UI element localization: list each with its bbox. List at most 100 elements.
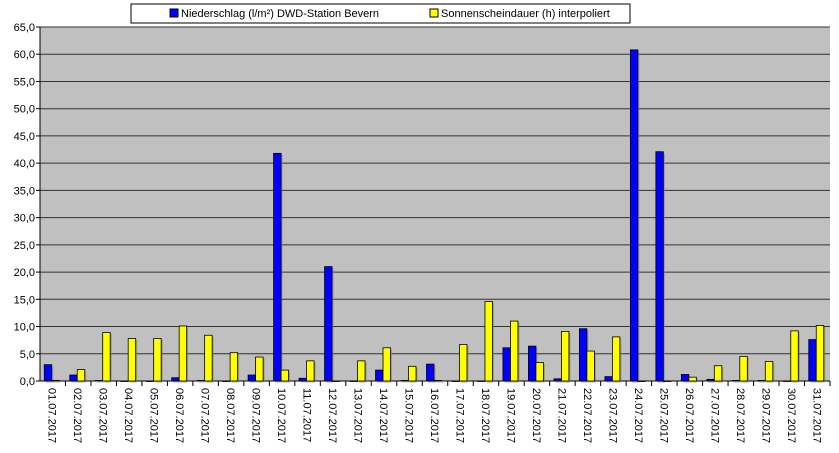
y-tick-label: 30,0: [14, 213, 35, 225]
x-tick-label: 18.07.2017: [479, 388, 491, 443]
bar-niederschlag-23.07.2017: [604, 376, 613, 382]
bar-sonnenschein-11.07.2017: [306, 360, 315, 382]
bar-shadow: [435, 381, 443, 383]
x-tick-label: 30.07.2017: [785, 388, 797, 443]
y-tick-label: 60,0: [14, 49, 35, 61]
bar-niederschlag-30.07.2017: [782, 380, 792, 382]
bar-niederschlag-08.07.2017: [222, 380, 231, 382]
x-tick-label: 03.07.2017: [97, 388, 109, 443]
x-tick-label: 11.07.2017: [301, 388, 313, 442]
x-tick-label: 24.07.2017: [632, 388, 644, 443]
bar-niederschlag-27.07.2017: [706, 378, 715, 382]
x-tick-label: 01.07.2017: [46, 388, 58, 443]
bar-niederschlag-18.07.2017: [477, 380, 486, 382]
x-tick-label: 06.07.2017: [173, 388, 185, 443]
bar-niederschlag-05.07.2017: [145, 380, 155, 382]
bar-sonnenschein-15.07.2017: [408, 365, 417, 382]
legend: Niederschlag (l/m²) DWD-Station Bevern S…: [130, 3, 631, 24]
y-tick-label: 45,0: [14, 131, 35, 143]
bar-shadow: [708, 380, 716, 383]
y-tick-label: 50,0: [14, 104, 35, 116]
bar-sonnenschein-27.07.2017: [713, 365, 723, 382]
bar-niederschlag-20.07.2017: [528, 345, 537, 382]
bar-niederschlag-07.07.2017: [196, 380, 206, 382]
bar-shadow: [402, 381, 411, 383]
bar-niederschlag-02.07.2017: [69, 374, 78, 382]
x-tick-label: 31.07.2017: [810, 388, 822, 443]
bar-niederschlag-04.07.2017: [120, 380, 129, 382]
bar-shadow: [759, 381, 767, 383]
bar-shadow: [53, 381, 61, 383]
x-tick-label: 26.07.2017: [683, 388, 695, 443]
bar-niederschlag-29.07.2017: [757, 380, 766, 382]
bar-niederschlag-16.07.2017: [426, 363, 435, 382]
bar-niederschlag-11.07.2017: [298, 377, 307, 382]
x-tick-label: 25.07.2017: [657, 388, 669, 443]
bar-shadow: [198, 381, 207, 383]
bar-sonnenschein-16.07.2017: [433, 380, 442, 382]
bar-niederschlag-03.07.2017: [94, 380, 104, 382]
bar-sonnenschein-17.07.2017: [459, 344, 468, 382]
bar-sonnenschein-31.07.2017: [815, 325, 825, 382]
bar-niederschlag-24.07.2017: [629, 49, 639, 382]
bar-niederschlag-06.07.2017: [171, 377, 180, 382]
bar-sonnenschein-01.07.2017: [51, 380, 60, 382]
bar-niederschlag-10.07.2017: [273, 152, 282, 382]
x-tick-label: 10.07.2017: [275, 388, 287, 443]
bar-niederschlag-26.07.2017: [680, 374, 690, 382]
x-tick-label: 14.07.2017: [377, 388, 389, 443]
bar-niederschlag-09.07.2017: [247, 374, 257, 382]
bar-niederschlag-19.07.2017: [502, 347, 511, 382]
x-tick-label: 20.07.2017: [530, 388, 542, 443]
y-tick-label: 65,0: [14, 22, 35, 34]
legend-swatch-niederschlag: [169, 8, 179, 18]
y-tick-label: 40,0: [14, 158, 35, 170]
x-tick-label: 09.07.2017: [250, 388, 262, 443]
bar-niederschlag-25.07.2017: [655, 151, 664, 382]
bar-shadow: [555, 380, 563, 383]
bar-niederschlag-17.07.2017: [451, 380, 460, 382]
bar-shadow: [96, 381, 105, 383]
bar-sonnenschein-09.07.2017: [255, 356, 264, 382]
y-tick-label: 15,0: [14, 294, 35, 306]
y-tick-label: 35,0: [14, 185, 35, 197]
x-tick-label: 19.07.2017: [504, 388, 516, 443]
bar-sonnenschein-20.07.2017: [535, 362, 544, 382]
x-tick-label: 27.07.2017: [708, 388, 720, 443]
legend-label-niederschlag: Niederschlag (l/m²) DWD-Station Bevern: [181, 8, 379, 20]
x-tick-label: 29.07.2017: [759, 388, 771, 443]
bar-niederschlag-15.07.2017: [400, 380, 409, 382]
bar-niederschlag-28.07.2017: [731, 380, 741, 382]
bar-niederschlag-13.07.2017: [349, 380, 358, 382]
y-tick-label: 5,0: [20, 349, 35, 361]
legend-swatch-sonnenschein: [429, 8, 439, 18]
plot-area: [40, 27, 830, 381]
x-tick-label: 22.07.2017: [581, 388, 593, 443]
y-tick-label: 55,0: [14, 76, 35, 88]
bar-sonnenschein-18.07.2017: [484, 301, 493, 382]
x-tick-label: 21.07.2017: [555, 388, 567, 443]
y-tick-label: 10,0: [14, 322, 35, 334]
bar-sonnenschein-24.07.2017: [637, 380, 646, 382]
bar-niederschlag-21.07.2017: [553, 378, 562, 382]
bar-sonnenschein-05.07.2017: [153, 338, 162, 382]
y-tick-label: 25,0: [14, 240, 35, 252]
bar-sonnenschein-08.07.2017: [229, 352, 239, 382]
bar-shadow: [733, 381, 742, 383]
y-tick-label: 0,0: [20, 376, 35, 388]
bar-sonnenschein-14.07.2017: [382, 347, 391, 382]
bar-sonnenschein-13.07.2017: [357, 360, 366, 382]
x-tick-label: 23.07.2017: [606, 388, 618, 443]
bar-sonnenschein-21.07.2017: [561, 331, 570, 382]
x-tick-label: 08.07.2017: [224, 388, 236, 443]
bar-sonnenschein-25.07.2017: [662, 380, 672, 382]
bar-sonnenschein-04.07.2017: [127, 338, 137, 382]
bar-niederschlag-22.07.2017: [579, 328, 588, 382]
bar-sonnenschein-06.07.2017: [178, 325, 188, 382]
x-tick-label: 12.07.2017: [326, 388, 338, 443]
legend-label-sonnenschein: Sonnenscheindauer (h) interpoliert: [441, 8, 610, 20]
x-tick-label: 28.07.2017: [734, 388, 746, 443]
x-tick-label: 04.07.2017: [122, 388, 134, 443]
x-tick-label: 16.07.2017: [428, 388, 440, 443]
